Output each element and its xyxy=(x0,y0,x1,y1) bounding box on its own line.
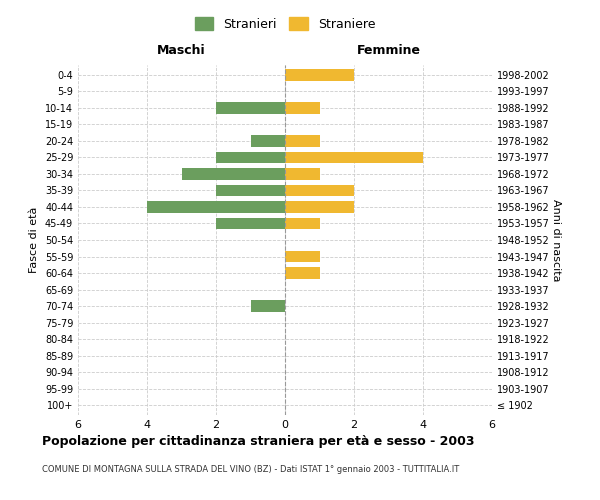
Bar xyxy=(285,152,423,163)
Legend: Stranieri, Straniere: Stranieri, Straniere xyxy=(194,17,376,30)
Bar xyxy=(251,135,285,146)
Text: Popolazione per cittadinanza straniera per età e sesso - 2003: Popolazione per cittadinanza straniera p… xyxy=(42,435,475,448)
Bar xyxy=(147,201,285,213)
Bar xyxy=(216,152,285,163)
Bar xyxy=(182,168,285,179)
Y-axis label: Anni di nascita: Anni di nascita xyxy=(551,198,561,281)
Bar xyxy=(216,218,285,230)
Text: COMUNE DI MONTAGNA SULLA STRADA DEL VINO (BZ) - Dati ISTAT 1° gennaio 2003 - TUT: COMUNE DI MONTAGNA SULLA STRADA DEL VINO… xyxy=(42,465,459,474)
Bar xyxy=(285,250,320,262)
Bar xyxy=(285,102,320,114)
Bar xyxy=(285,218,320,230)
Text: Maschi: Maschi xyxy=(157,44,206,57)
Text: Femmine: Femmine xyxy=(356,44,421,57)
Bar xyxy=(285,135,320,146)
Y-axis label: Fasce di età: Fasce di età xyxy=(29,207,39,273)
Bar xyxy=(251,300,285,312)
Bar xyxy=(216,102,285,114)
Bar xyxy=(285,184,354,196)
Bar xyxy=(285,168,320,179)
Bar xyxy=(216,184,285,196)
Bar xyxy=(285,69,354,80)
Bar xyxy=(285,201,354,213)
Bar xyxy=(285,267,320,279)
